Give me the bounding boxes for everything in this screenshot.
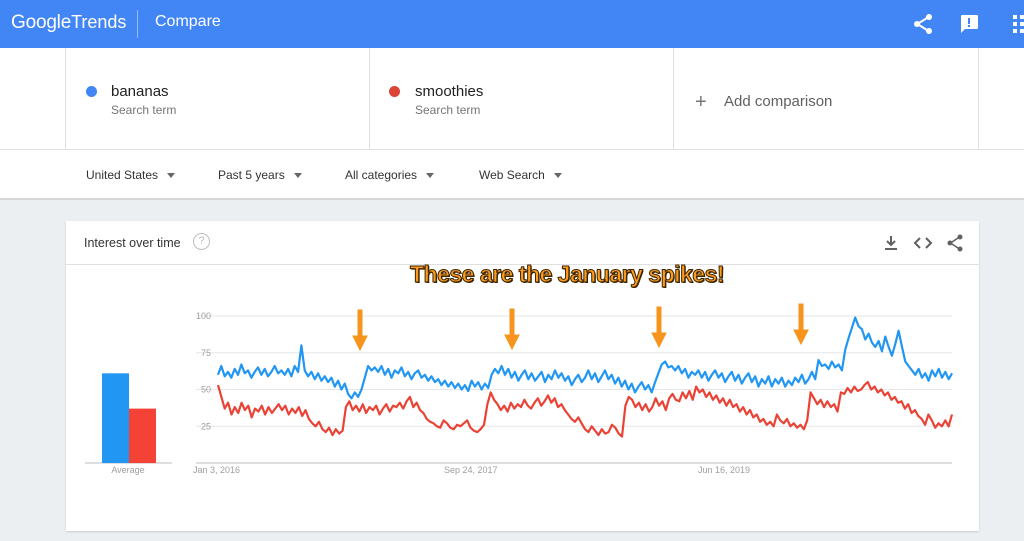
- term-divider: [65, 48, 66, 150]
- term-name: bananas: [111, 83, 169, 100]
- average-label: Average: [111, 465, 144, 475]
- google-trends-logo[interactable]: GoogleTrends: [11, 12, 126, 34]
- average-bar-smoothies: [129, 408, 156, 463]
- x-axis-labels: Jan 3, 2016 Sep 24, 2017 Jun 16, 2019: [193, 465, 750, 475]
- header-divider: [137, 10, 138, 38]
- average-bar-bananas: [102, 373, 129, 463]
- x-tick-label: Jun 16, 2019: [698, 465, 750, 475]
- help-icon[interactable]: ?: [193, 233, 210, 250]
- search-type-label: Web Search: [479, 168, 545, 182]
- card-title: Interest over time: [84, 236, 181, 250]
- y-axis-labels: 100 75 50 25: [196, 311, 211, 431]
- y-tick-label: 50: [201, 385, 211, 395]
- down-arrow-icon: [651, 306, 667, 349]
- add-comparison-label: Add comparison: [724, 93, 833, 110]
- region-select[interactable]: United States: [86, 168, 176, 182]
- download-icon[interactable]: [881, 233, 901, 253]
- series-lines: [216, 316, 954, 438]
- logo-word-trends: Trends: [71, 12, 127, 32]
- page-title: Compare: [155, 13, 221, 30]
- search-type-select[interactable]: Web Search: [479, 168, 562, 182]
- term-color-dot: [86, 86, 97, 97]
- comparison-terms-bar: bananas Search term smoothies Search ter…: [0, 48, 1024, 150]
- time-range-label: Past 5 years: [218, 168, 285, 182]
- term-name: smoothies: [415, 83, 484, 100]
- interest-over-time-card: Interest over time ?: [66, 221, 979, 531]
- category-label: All categories: [345, 168, 418, 182]
- region-select-label: United States: [86, 168, 159, 182]
- dropdown-caret-icon: [426, 173, 435, 179]
- y-tick-label: 100: [196, 311, 211, 321]
- dropdown-caret-icon: [167, 173, 176, 179]
- feedback-icon[interactable]: [957, 12, 981, 36]
- x-tick-label: Jan 3, 2016: [193, 465, 240, 475]
- time-range-select[interactable]: Past 5 years: [218, 168, 302, 182]
- series-line-bananas: [216, 316, 953, 400]
- series-line-smoothies: [216, 381, 954, 438]
- term-divider: [369, 48, 370, 150]
- annotation-arrows: [352, 303, 809, 352]
- term-type: Search term: [111, 103, 177, 117]
- annotation-text: These are the January spikes!: [409, 261, 725, 288]
- card-header-divider: [66, 264, 979, 265]
- term-color-dot: [389, 86, 400, 97]
- y-tick-label: 25: [201, 421, 211, 431]
- share-icon[interactable]: [945, 233, 965, 253]
- logo-word-google: Google: [11, 12, 72, 33]
- dropdown-caret-icon: [293, 173, 302, 179]
- share-icon[interactable]: [911, 12, 935, 36]
- category-select[interactable]: All categories: [345, 168, 435, 182]
- embed-icon[interactable]: [913, 233, 933, 253]
- chart-grid: [196, 315, 952, 464]
- x-tick-label: Sep 24, 2017: [444, 465, 498, 475]
- term-type: Search term: [415, 103, 481, 117]
- plus-icon: +: [695, 91, 707, 113]
- down-arrow-icon: [352, 309, 368, 352]
- dropdown-caret-icon: [553, 173, 562, 179]
- top-app-bar: GoogleTrends Compare: [0, 0, 1024, 48]
- down-arrow-icon: [504, 308, 520, 351]
- apps-icon[interactable]: [1010, 12, 1024, 36]
- y-tick-label: 75: [201, 348, 211, 358]
- term-divider: [673, 48, 674, 150]
- average-bars: Average: [85, 373, 172, 475]
- down-arrow-icon: [793, 303, 809, 346]
- terms-bottom-border: [0, 149, 1024, 150]
- term-divider: [978, 48, 979, 150]
- filter-bar: United States Past 5 years All categorie…: [0, 150, 1024, 200]
